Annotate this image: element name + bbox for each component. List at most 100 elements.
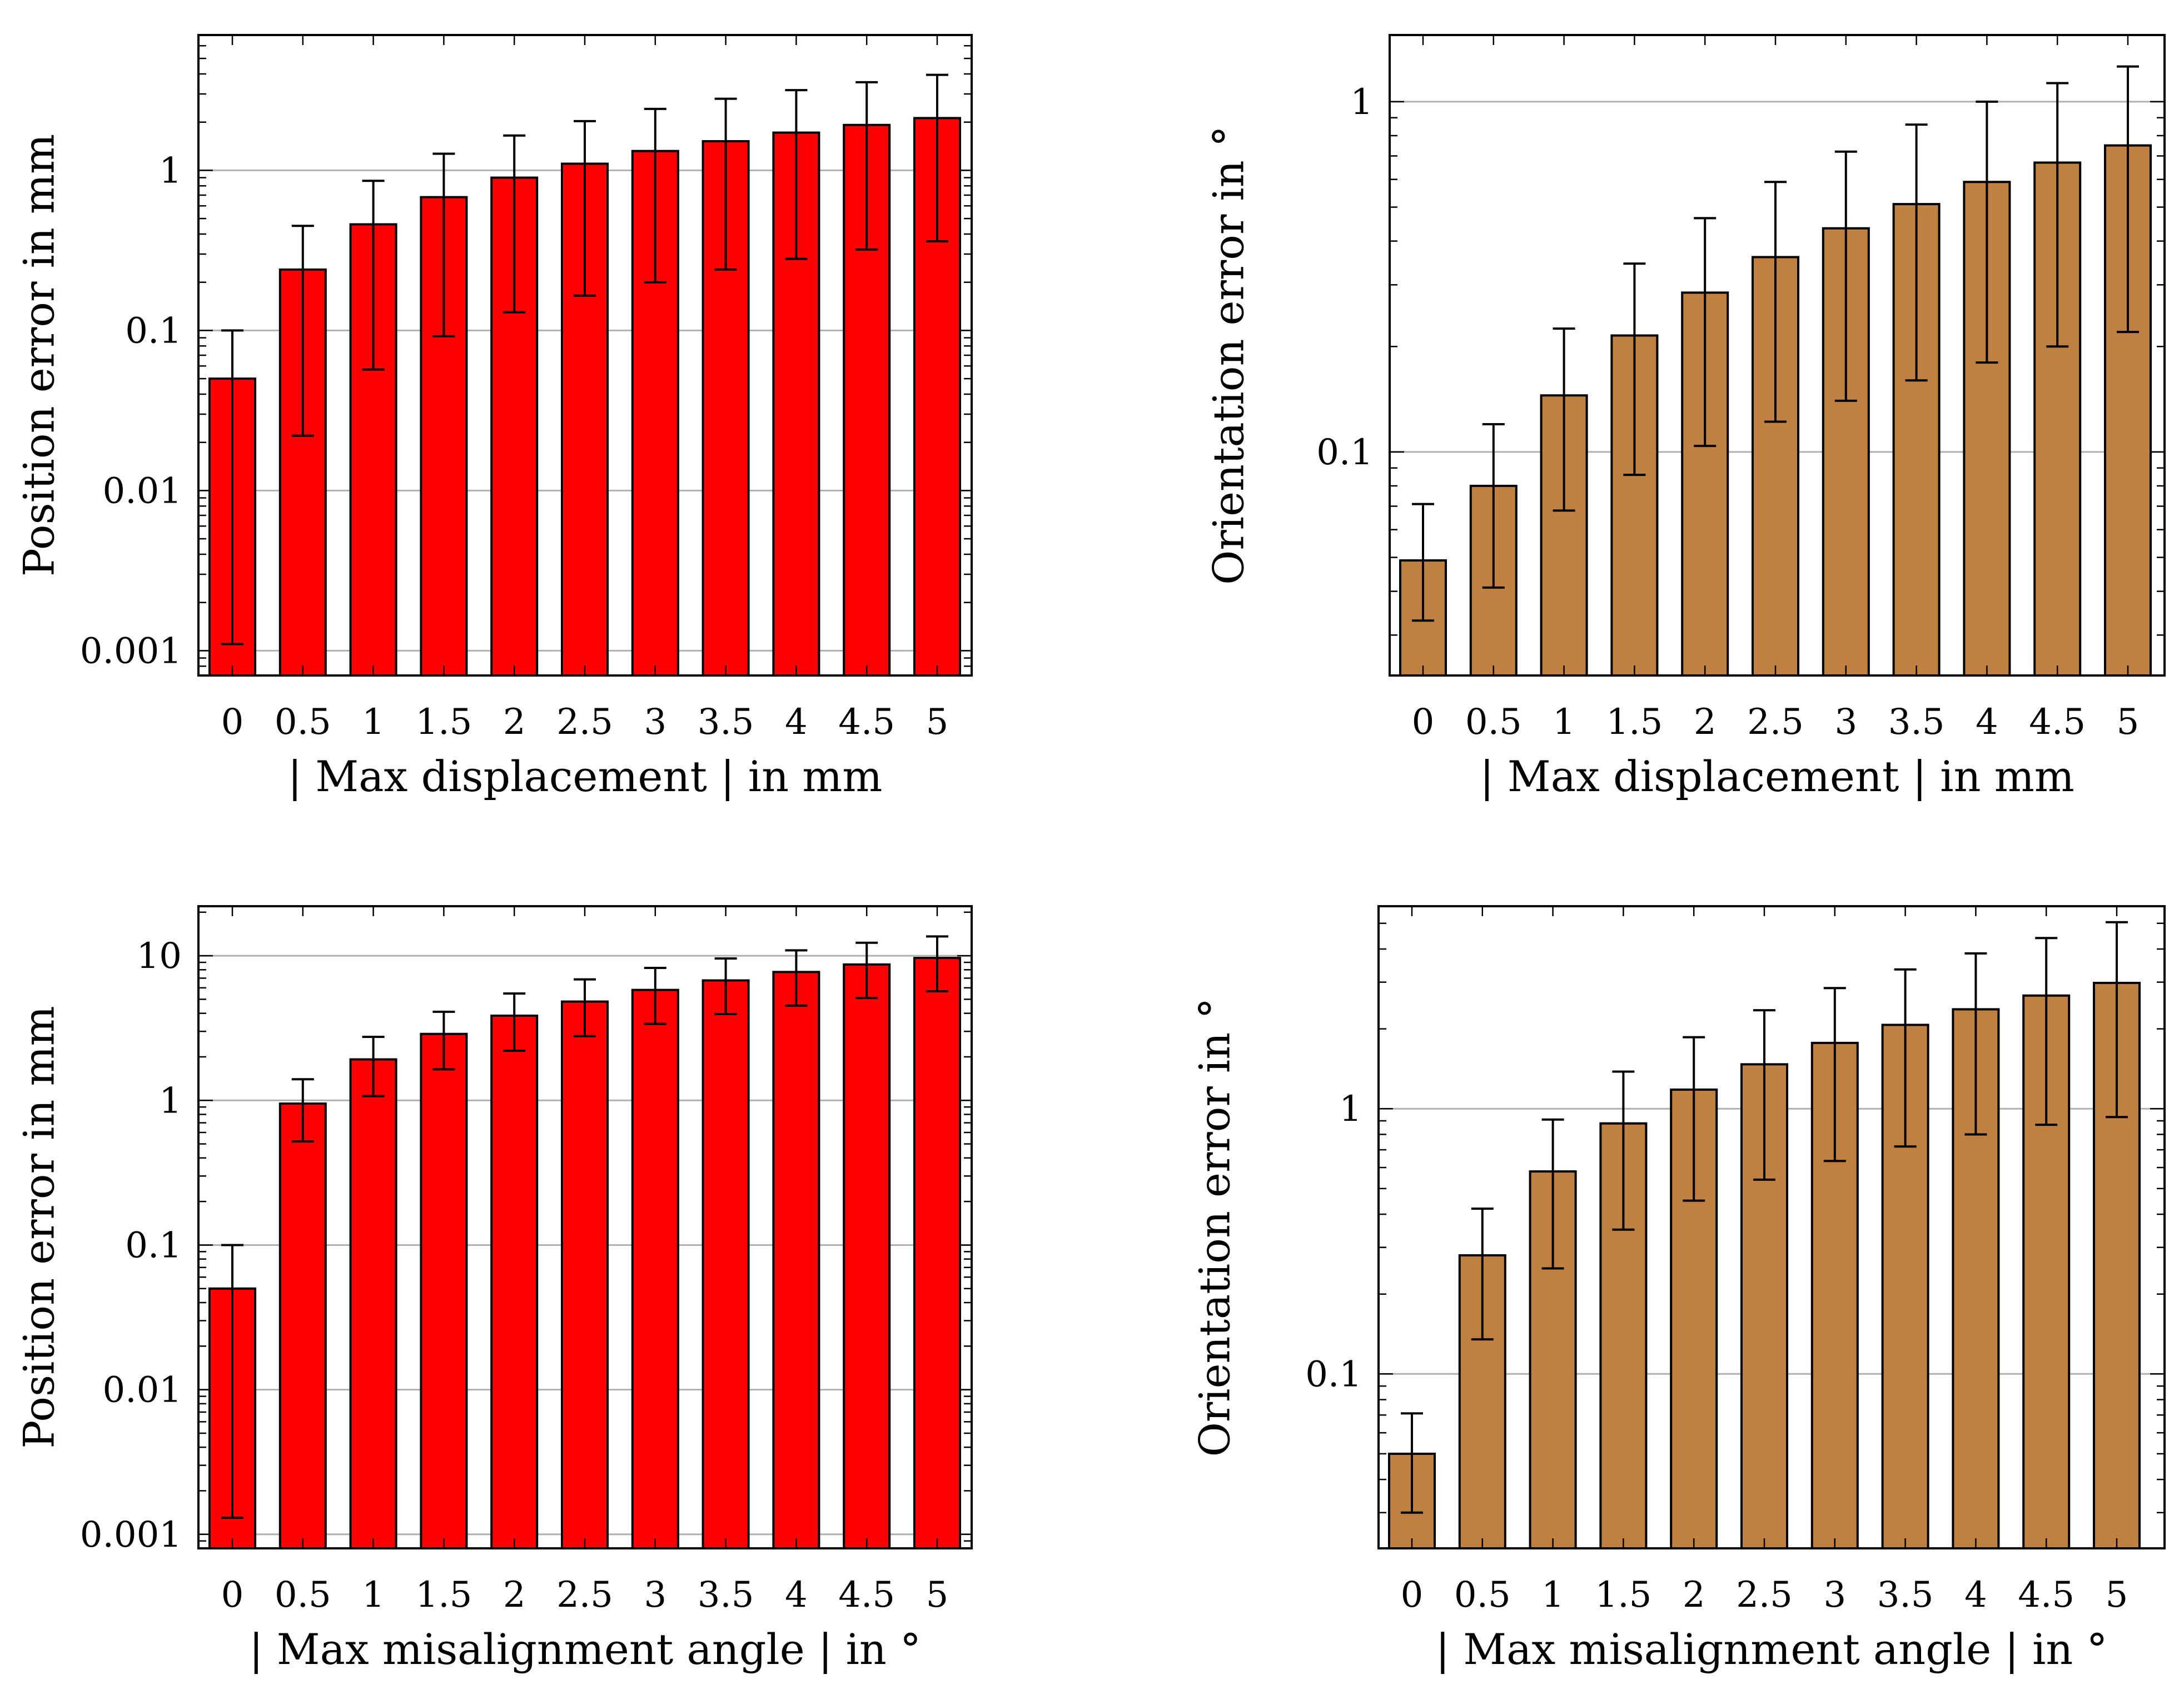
x-tick-label: 3.5 [1888,702,1945,743]
error-bar [785,949,808,1007]
error-bar [1694,217,1717,448]
x-tick-label: 4 [1976,702,1998,743]
x-tick-label: 1 [362,1574,385,1616]
chart-orientation-error-vs-misalignment: 0 0.5 1 1.5 2 2.5 3 3.5 4 4.5 5 0.1 1 | Max misalignm… [1190,905,2166,1674]
x-tick-label: 2 [1683,1574,1705,1616]
error-bar [221,1244,243,1519]
bar [561,1000,609,1550]
error-bar [1471,1207,1494,1341]
plot-frame [197,905,973,1549]
error-bar [1541,1118,1564,1270]
bar [420,1032,468,1549]
y-axis-label: Orientation error in ° [1190,998,1240,1457]
error-bar [2117,65,2139,334]
x-tick-label: 4.5 [2018,1574,2074,1616]
y-tick-label: 10 [137,936,182,977]
error-bar [644,966,666,1025]
bar [349,1058,397,1550]
x-tick-label: 3 [644,1574,666,1616]
x-tick-label: 2.5 [1736,1574,1793,1616]
x-tick-label: 0.5 [275,702,331,743]
y-tick-label: 0.1 [125,1225,182,1266]
y-tick-label: 0.1 [1316,432,1373,473]
error-bar [503,134,526,314]
bar [913,957,961,1549]
plot-frame [1377,905,2166,1549]
x-tick-label: 0.5 [1454,1574,1511,1616]
x-tick-label: 4 [785,1574,808,1616]
bar [772,971,820,1549]
error-bar [1612,1070,1635,1231]
error-bar [503,992,526,1052]
y-tick-label: 0.01 [103,470,182,511]
y-tick-label: 1 [159,1080,182,1121]
y-tick-label: 1 [1350,82,1373,123]
error-bar [714,97,737,271]
y-tick-label: 0.1 [125,310,182,351]
error-bar [291,225,314,437]
x-axis-label: | Max misalignment angle | in ° [249,1625,921,1674]
y-tick-label: 1 [1339,1089,1362,1130]
error-bar [926,73,948,243]
x-tick-label: 4 [1964,1574,1987,1616]
error-bar [644,107,666,284]
error-bar [855,941,878,1000]
error-bar [221,329,243,645]
chart-position-error-vs-displacement: 0 0.5 1 1.5 2 2.5 3 3.5 4 4.5 5 0.001 0.01 0.1 1 | Max … [14,34,973,801]
x-tick-label: 1 [1553,702,1575,743]
y-tick-label: 0.001 [80,630,182,672]
error-bar [1905,123,1928,382]
error-bar [1401,1412,1423,1514]
x-tick-label: 1.5 [416,702,472,743]
x-tick-label: 1.5 [1595,1574,1652,1616]
x-axis-label: | Max misalignment angle | in ° [1435,1625,2107,1674]
error-bar [926,935,948,993]
bar [843,963,891,1549]
chart-position-error-vs-misalignment: 0 0.5 1 1.5 2 2.5 3 3.5 4 4.5 5 0.001 0.01 0.1 1 10 | Ma… [14,905,973,1674]
y-axis-label: Position error in mm [14,134,64,577]
x-tick-label: 4.5 [2029,702,2086,743]
error-bar [1823,987,1846,1163]
x-tick-label: 5 [2117,702,2140,743]
error-bar [574,120,596,297]
error-bar [785,89,808,260]
x-tick-label: 5 [2106,1574,2128,1616]
error-bar [1964,952,1987,1136]
error-bar [1834,150,1857,402]
x-tick-label: 1 [362,702,385,743]
error-bar [1623,262,1646,476]
error-bar [1553,327,1575,512]
x-tick-label: 2.5 [1747,702,1804,743]
y-axis-label: Orientation error in ° [1204,126,1253,585]
error-bar [432,1010,455,1071]
x-tick-label: 1.5 [416,1574,472,1616]
x-tick-label: 2.5 [556,1574,613,1616]
bar [278,1102,327,1549]
x-tick-label: 0.5 [1465,702,1522,743]
x-tick-label: 2 [503,702,526,743]
x-tick-label: 2 [1694,702,1717,743]
y-tick-label: 0.1 [1305,1354,1362,1395]
x-tick-label: 5 [926,1574,949,1616]
x-tick-label: 0 [1412,702,1435,743]
error-bar [574,978,596,1037]
x-tick-label: 1.5 [1606,702,1663,743]
x-tick-label: 0 [221,1574,244,1616]
error-bar [1683,1036,1705,1202]
error-bar [855,81,878,251]
error-bar [1753,1009,1775,1181]
bar [631,988,679,1549]
x-tick-label: 3 [1834,702,1857,743]
x-tick-label: 0 [221,702,244,743]
x-tick-label: 5 [926,702,949,743]
y-tick-label: 1 [159,150,182,191]
x-tick-label: 3 [644,702,666,743]
x-tick-label: 3.5 [1877,1574,1934,1616]
error-bar [362,1035,385,1097]
y-axis-label: Position error in mm [14,1006,64,1448]
plot-frame [1389,34,2166,677]
x-tick-label: 4.5 [838,702,895,743]
x-tick-label: 3 [1823,1574,1846,1616]
x-tick-label: 4.5 [838,1574,895,1616]
